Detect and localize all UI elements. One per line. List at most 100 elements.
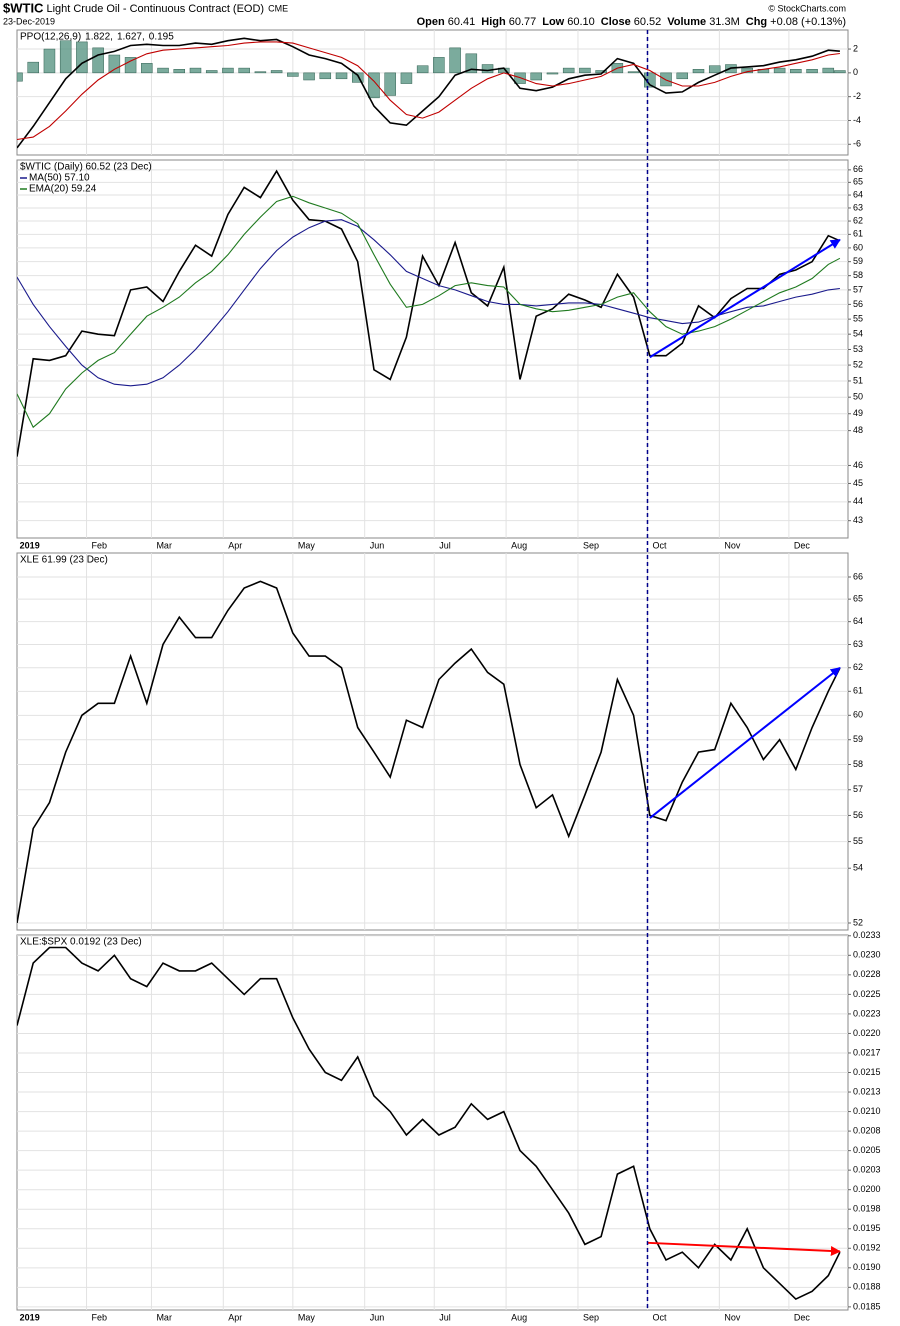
y-tick-label: 0.0208 xyxy=(853,1125,881,1135)
series-group xyxy=(17,37,846,149)
quote-value: +0.08 (+0.13%) xyxy=(770,16,846,28)
plot-area xyxy=(17,935,848,1310)
x-tick-label: Apr xyxy=(228,540,242,550)
y-tick-label: 0.0205 xyxy=(853,1145,881,1155)
legend-entry: EMA(20) 59.24 xyxy=(29,184,97,195)
histogram-bar xyxy=(644,72,656,88)
y-tick-label: 55 xyxy=(853,836,863,846)
trendline xyxy=(647,1241,841,1256)
histogram-bar xyxy=(351,72,364,83)
y-tick-label: 59 xyxy=(853,734,863,744)
credit: © StockCharts.com xyxy=(768,3,846,13)
histogram-bar xyxy=(92,47,104,74)
quote-value: 60.41 xyxy=(448,16,476,28)
y-tick-label: 0.0203 xyxy=(853,1165,881,1175)
y-tick-label: 60 xyxy=(853,242,863,252)
y-tick-label: 61 xyxy=(853,686,863,696)
y-tick-label: -4 xyxy=(853,115,861,125)
y-tick-label: 56 xyxy=(853,299,863,309)
y-tick-label: 55 xyxy=(853,314,863,324)
y-tick-label: 44 xyxy=(853,496,863,506)
histogram-bar xyxy=(157,67,169,74)
y-tick-label: 57 xyxy=(853,284,863,294)
x-tick-label: Feb xyxy=(92,540,108,550)
x-tick-label: Nov xyxy=(724,540,741,550)
legend-title: XLE:$SPX 0.0192 (23 Dec) xyxy=(20,937,142,948)
y-tick-label: 58 xyxy=(853,270,863,280)
histogram-bar xyxy=(806,69,818,74)
exchange: CME xyxy=(268,3,288,13)
quote-label: High xyxy=(481,16,506,28)
histogram-bar xyxy=(108,54,121,74)
histogram-bar xyxy=(254,71,267,74)
series-line xyxy=(17,169,841,457)
x-tick-label: Jul xyxy=(439,1312,451,1322)
trendline xyxy=(649,238,841,359)
histogram-bar xyxy=(546,72,559,75)
x-tick-label: Nov xyxy=(724,1312,741,1322)
y-tick-label: 0.0210 xyxy=(853,1106,881,1116)
y-tick-label: 0.0233 xyxy=(853,930,881,940)
series-line xyxy=(17,195,841,429)
x-tick-label: Mar xyxy=(156,540,172,550)
panel xyxy=(16,29,849,156)
y-tick-label: 0.0190 xyxy=(853,1262,881,1272)
histogram-bar xyxy=(319,72,332,80)
histogram-bar xyxy=(59,40,72,74)
y-tick-label: 52 xyxy=(853,359,863,369)
y-tick-label: 57 xyxy=(853,784,863,794)
x-tick-label: Jun xyxy=(370,540,385,550)
histogram-bar xyxy=(465,53,478,74)
legend-entry: 0.195 xyxy=(149,32,174,43)
histogram-bar xyxy=(141,63,153,74)
series-group xyxy=(17,580,841,924)
histogram-bar xyxy=(514,72,526,84)
legend-title: $WTIC (Daily) 60.52 (23 Dec) xyxy=(20,162,152,173)
y-tick-label: 43 xyxy=(853,515,863,525)
series-line xyxy=(17,37,840,149)
quote-label: Close xyxy=(601,16,631,28)
y-tick-label: 58 xyxy=(853,759,863,769)
x-tick-label: Oct xyxy=(652,540,667,550)
histogram-bar xyxy=(530,72,542,81)
y-tick-label: 0.0200 xyxy=(853,1184,881,1194)
histogram-bar xyxy=(76,41,88,74)
y-tick-label: 56 xyxy=(853,810,863,820)
histogram-bar xyxy=(303,72,315,81)
legend-entry: MA(50) 57.10 xyxy=(29,173,90,184)
histogram-bar xyxy=(189,67,202,74)
series-group xyxy=(17,169,841,457)
series-group xyxy=(17,946,841,1301)
panel xyxy=(16,934,849,1311)
y-tick-label: 63 xyxy=(853,202,863,212)
y-tick-label: 0.0230 xyxy=(853,950,881,960)
instrument-name: Light Crude Oil - Continuous Contract (E… xyxy=(46,3,264,15)
y-tick-label: 62 xyxy=(853,662,863,672)
y-tick-label: -2 xyxy=(853,91,861,101)
histogram-bar xyxy=(238,67,250,74)
y-tick-label: 61 xyxy=(853,229,863,239)
y-tick-label: 62 xyxy=(853,215,863,225)
quote-value: 60.10 xyxy=(567,16,595,28)
series-line xyxy=(17,219,840,387)
histogram-bar xyxy=(773,67,786,74)
y-tick-label: 0.0228 xyxy=(853,969,881,979)
y-tick-label: 59 xyxy=(853,256,863,266)
legend-title: PPO(12,26,9) xyxy=(20,32,81,43)
y-tick-label: 0.0217 xyxy=(853,1047,881,1057)
x-tick-label: Oct xyxy=(652,1312,667,1322)
histogram-bar xyxy=(790,69,802,74)
histogram-bar xyxy=(579,67,591,74)
histogram-bar xyxy=(627,71,640,74)
y-tick-label: 60 xyxy=(853,710,863,720)
y-tick-label: 63 xyxy=(853,639,863,649)
quote-value: 60.52 xyxy=(634,16,662,28)
symbol: $WTIC xyxy=(3,0,44,15)
histogram-bar xyxy=(335,72,348,80)
histogram-bar xyxy=(17,72,23,82)
panel xyxy=(16,552,849,931)
histogram-bar xyxy=(287,72,299,77)
histogram-bar xyxy=(692,69,705,74)
series-line xyxy=(17,580,841,924)
quote-value: 31.3M xyxy=(709,16,740,28)
